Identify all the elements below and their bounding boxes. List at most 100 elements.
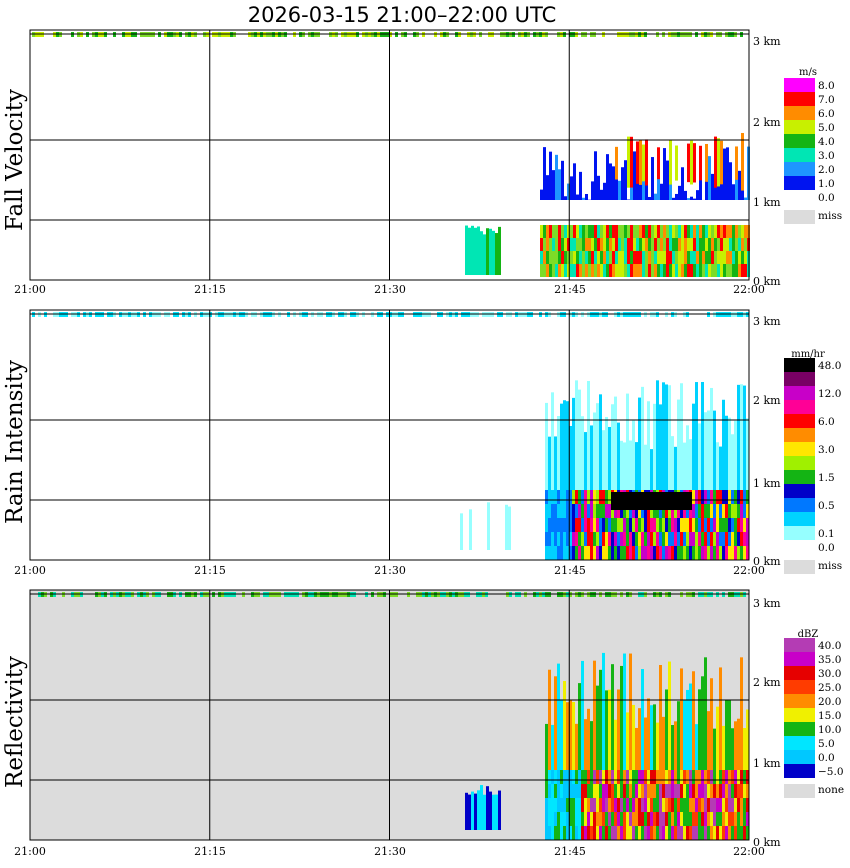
heatmap-cell xyxy=(483,794,486,830)
heatmap-cell xyxy=(734,532,737,546)
heatmap-cell xyxy=(596,798,599,812)
heatmap-cell xyxy=(714,264,717,277)
heatmap-cell xyxy=(665,384,668,490)
heatmap-cell xyxy=(579,238,582,251)
heatmap-cell xyxy=(683,812,686,826)
heatmap-cell xyxy=(605,690,608,770)
heatmap-cell xyxy=(645,251,648,264)
heatmap-cell xyxy=(629,518,632,532)
heatmap-cell xyxy=(569,784,572,798)
heatmap-cell xyxy=(480,785,483,830)
heatmap-cell xyxy=(743,385,746,490)
heatmap-cell xyxy=(477,790,480,830)
heatmap-cell xyxy=(468,794,471,830)
colorbar-label: 7.0 xyxy=(818,94,835,106)
heatmap-cell xyxy=(647,798,650,812)
heatmap-cell xyxy=(743,798,746,812)
heatmap-cell xyxy=(653,704,656,770)
heatmap-cell xyxy=(615,146,618,180)
colorbar-swatch xyxy=(784,652,815,666)
heatmap-cell xyxy=(732,225,735,238)
heatmap-cell xyxy=(641,770,644,784)
heatmap-cell xyxy=(732,238,735,251)
heatmap-cell xyxy=(633,264,636,277)
heatmap-cell xyxy=(557,490,560,504)
heatmap-cell xyxy=(693,143,696,183)
heatmap-cell xyxy=(636,225,639,238)
heatmap-cell xyxy=(659,798,662,812)
heatmap-cell xyxy=(737,784,740,798)
heatmap-cell xyxy=(629,770,632,784)
heatmap-cell xyxy=(684,190,687,200)
heatmap-cell xyxy=(714,136,717,188)
heatmap-cell xyxy=(647,698,650,770)
heatmap-cell xyxy=(599,394,602,490)
heatmap-cell xyxy=(657,147,660,180)
colorbar-label: 0.1 xyxy=(818,528,835,540)
heatmap-cell xyxy=(692,504,695,518)
heatmap-cell xyxy=(566,532,569,546)
heatmap-cell xyxy=(545,723,548,770)
colorbar-label: 1.0 xyxy=(818,178,835,190)
heatmap-cell xyxy=(714,251,717,264)
heatmap-cell xyxy=(662,770,665,784)
heatmap-cell xyxy=(548,436,551,490)
heatmap-cell xyxy=(746,826,749,840)
colorbar-label: −5.0 xyxy=(818,766,844,778)
heatmap-cell xyxy=(677,504,680,518)
heatmap-cell xyxy=(614,770,617,784)
heatmap-cell xyxy=(563,826,566,840)
heatmap-cell xyxy=(638,518,641,532)
heatmap-cell xyxy=(557,663,560,770)
heatmap-cell xyxy=(741,238,744,251)
heatmap-cell xyxy=(617,826,620,840)
heatmap-cell xyxy=(695,518,698,532)
heatmap-cell xyxy=(632,704,635,770)
x-tick-label: 22:00 xyxy=(733,564,765,577)
heatmap-cell xyxy=(650,826,653,840)
heatmap-cell xyxy=(674,446,677,490)
heatmap-cell xyxy=(596,490,599,504)
heatmap-cell xyxy=(627,238,630,251)
chart-title: 2026-03-15 21:00–22:00 UTC xyxy=(248,3,557,27)
heatmap-cell xyxy=(728,546,731,560)
heatmap-cell xyxy=(597,175,600,200)
heatmap-cell xyxy=(704,532,707,546)
heatmap-cell xyxy=(746,532,749,546)
heatmap-cell xyxy=(705,238,708,251)
heatmap-cell xyxy=(599,490,602,504)
heatmap-cell xyxy=(686,826,689,840)
heatmap-cell xyxy=(674,546,677,560)
heatmap-cell xyxy=(692,798,695,812)
heatmap-cell xyxy=(593,826,596,840)
heatmap-cell xyxy=(740,504,743,518)
heatmap-cell xyxy=(704,657,707,770)
heatmap-cell xyxy=(623,653,626,770)
heatmap-cell xyxy=(660,183,663,200)
heatmap-cell xyxy=(552,251,555,264)
heatmap-cell xyxy=(560,812,563,826)
heatmap-cell xyxy=(686,546,689,560)
heatmap-cell xyxy=(701,504,704,518)
heatmap-cell xyxy=(668,492,671,510)
heatmap-cell xyxy=(666,264,669,277)
heatmap-cell xyxy=(557,532,560,546)
heatmap-cell xyxy=(606,251,609,264)
heatmap-cell xyxy=(690,196,693,200)
heatmap-cell xyxy=(617,770,620,784)
heatmap-cell xyxy=(576,225,579,238)
heatmap-cell xyxy=(569,504,572,518)
heatmap-cell xyxy=(647,504,650,518)
heatmap-cell xyxy=(714,225,717,238)
heatmap-cell xyxy=(659,518,662,532)
heatmap-cell xyxy=(719,446,722,490)
heatmap-cell xyxy=(725,504,728,518)
heatmap-cell xyxy=(623,504,626,518)
heatmap-cell xyxy=(686,689,689,770)
heatmap-cell xyxy=(566,784,569,798)
heatmap-cell xyxy=(704,826,707,840)
heatmap-cell xyxy=(552,238,555,251)
x-tick-label: 21:45 xyxy=(554,845,586,858)
heatmap-cell xyxy=(465,792,468,830)
heatmap-cell xyxy=(722,518,725,532)
